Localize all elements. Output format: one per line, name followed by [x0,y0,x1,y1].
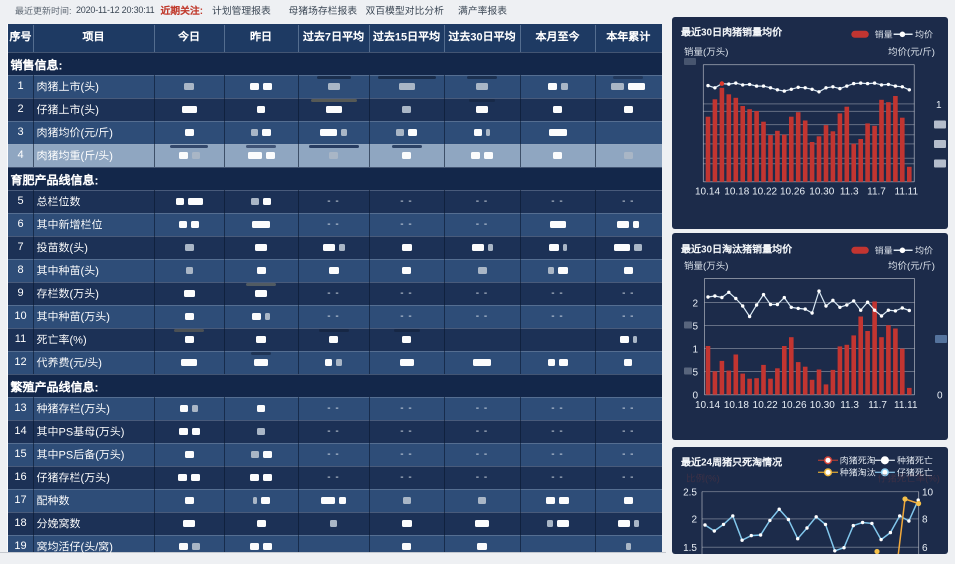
svg-text::: : [69,6,72,16]
svg-text:10.18: 10.18 [724,187,749,198]
svg-text:2.5: 2.5 [683,487,697,498]
svg-text:10.14: 10.14 [695,400,720,411]
svg-text:10.30: 10.30 [809,187,834,198]
svg-text:11.11: 11.11 [895,187,919,198]
svg-text:10.26: 10.26 [780,187,805,198]
svg-text:11.3: 11.3 [840,400,859,411]
svg-text:10.22: 10.22 [752,187,777,198]
svg-text:1: 1 [692,345,698,356]
svg-text:6: 6 [922,543,928,554]
svg-text:11.11: 11.11 [894,400,918,411]
svg-text:2: 2 [691,515,697,526]
svg-text:0: 0 [937,391,943,402]
svg-text:8: 8 [922,515,928,526]
svg-text:0: 0 [692,391,698,402]
svg-text:10.18: 10.18 [724,400,749,411]
svg-text:10.26: 10.26 [781,400,806,411]
svg-text:5: 5 [692,368,698,379]
svg-text:1: 1 [936,100,942,111]
svg-text:1.5: 1.5 [683,543,697,554]
svg-text:11.3: 11.3 [840,187,859,198]
svg-text:5: 5 [692,322,698,333]
svg-text::: : [200,6,203,17]
svg-text:10.22: 10.22 [753,400,778,411]
svg-text:10: 10 [922,487,934,498]
svg-text:11.7: 11.7 [868,400,887,411]
svg-text:10.30: 10.30 [810,400,835,411]
svg-text:10.14: 10.14 [695,187,720,198]
svg-text:11.7: 11.7 [867,187,886,198]
svg-text:2: 2 [692,299,698,310]
